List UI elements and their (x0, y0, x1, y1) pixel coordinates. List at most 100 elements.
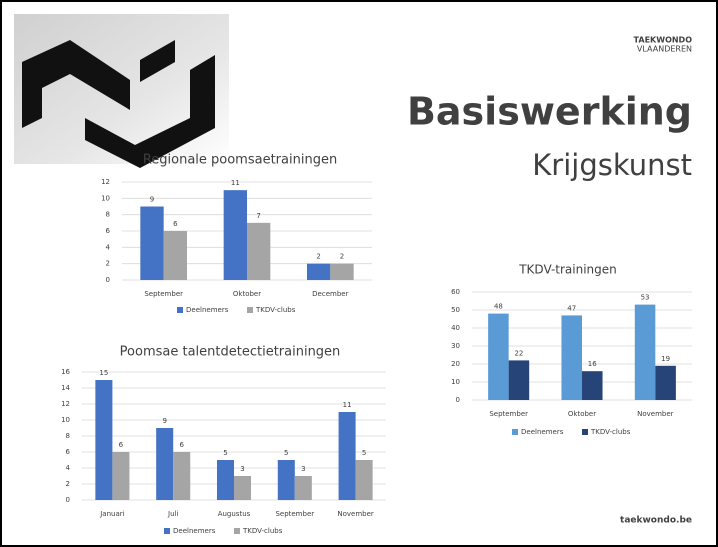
value-label: 5 (223, 449, 227, 457)
bar (95, 380, 112, 500)
legend-swatch (164, 528, 170, 534)
x-tick-label: Juli (167, 510, 178, 518)
y-tick-label: 6 (106, 227, 111, 235)
value-label: 9 (162, 417, 166, 425)
y-tick-label: 10 (61, 416, 70, 424)
x-tick-label: September (489, 410, 528, 418)
value-label: 16 (588, 360, 597, 368)
logo-text: VLAANDEREN (637, 45, 692, 54)
chart-title: Poomsae talentdetectietrainingen (120, 345, 341, 360)
x-tick-label: September (275, 510, 314, 518)
bar (112, 452, 129, 500)
bar (234, 476, 251, 500)
legend-swatch (234, 528, 240, 534)
value-label: 6 (179, 441, 184, 449)
chart-title: TKDV-trainingen (518, 263, 617, 277)
value-label: 5 (362, 449, 366, 457)
value-label: 19 (661, 355, 670, 363)
slide-title: Basiswerking (407, 90, 692, 134)
legend-swatch (512, 429, 518, 435)
bar (509, 360, 530, 400)
y-tick-label: 14 (61, 384, 70, 392)
value-label: 3 (240, 465, 244, 473)
y-tick-label: 8 (106, 211, 110, 219)
bar (561, 315, 582, 400)
y-tick-label: 4 (106, 243, 111, 251)
value-label: 6 (119, 441, 124, 449)
bar (247, 223, 270, 280)
slide-subtitle: Krijgskunst (532, 148, 692, 182)
y-tick-label: 10 (101, 194, 110, 202)
legend-swatch (177, 307, 183, 313)
value-label: 11 (343, 401, 352, 409)
bar (156, 428, 173, 500)
bar (488, 314, 509, 400)
legend-swatch (247, 307, 253, 313)
slide: TAEKWONDO VLAANDEREN Basiswerking Krijgs… (0, 0, 718, 547)
value-label: 15 (99, 369, 108, 377)
x-tick-label: November (637, 410, 674, 418)
y-tick-label: 40 (451, 324, 460, 332)
value-label: 3 (301, 465, 305, 473)
value-label: 9 (150, 196, 154, 204)
y-tick-label: 16 (61, 368, 70, 376)
y-tick-label: 6 (66, 448, 71, 456)
y-tick-label: 10 (451, 378, 460, 386)
value-label: 22 (514, 349, 523, 357)
bar (224, 190, 247, 280)
bar (582, 371, 603, 400)
x-tick-label: Januari (99, 510, 124, 518)
footer: taekwondo.be (620, 516, 692, 526)
value-label: 48 (494, 303, 503, 311)
legend-label: Deelnemers (186, 306, 229, 314)
y-tick-label: 20 (451, 360, 460, 368)
y-tick-label: 8 (66, 432, 70, 440)
legend-label: Deelnemers (173, 527, 216, 535)
y-tick-label: 0 (456, 396, 460, 404)
y-tick-label: 12 (101, 178, 110, 186)
value-label: 2 (340, 253, 344, 261)
x-tick-label: November (337, 510, 374, 518)
bar (278, 460, 295, 500)
bar (330, 264, 353, 280)
value-label: 53 (641, 294, 650, 302)
value-label: 6 (173, 220, 178, 228)
value-label: 5 (284, 449, 288, 457)
y-tick-label: 2 (106, 260, 110, 268)
y-tick-label: 0 (66, 496, 70, 504)
y-tick-label: 0 (106, 276, 110, 284)
legend-swatch (582, 429, 588, 435)
chart-title: Regionale poomsaetrainingen (143, 153, 337, 168)
bar (307, 264, 330, 280)
logo-text: TAEKWONDO (634, 36, 693, 45)
bar (295, 476, 312, 500)
y-tick-label: 12 (61, 400, 70, 408)
x-tick-label: Augustus (218, 510, 251, 518)
logo-graphic (14, 14, 229, 168)
bar (173, 452, 190, 500)
bar (217, 460, 234, 500)
value-label: 47 (567, 304, 576, 312)
bar (339, 412, 356, 500)
y-tick-label: 4 (66, 464, 71, 472)
bar (655, 366, 676, 400)
value-label: 7 (256, 212, 260, 220)
legend-label: Deelnemers (521, 428, 564, 436)
bar (140, 207, 163, 281)
bar (635, 305, 656, 400)
x-tick-label: December (312, 290, 348, 298)
y-tick-label: 60 (451, 288, 460, 296)
y-tick-label: 2 (66, 480, 70, 488)
bar (164, 231, 187, 280)
x-tick-label: Oktober (568, 410, 596, 418)
y-tick-label: 30 (451, 342, 460, 350)
legend-label: TKDV-clubs (590, 428, 631, 436)
legend-label: TKDV-clubs (242, 527, 283, 535)
legend-label: TKDV-clubs (255, 306, 296, 314)
bar (356, 460, 373, 500)
value-label: 11 (231, 179, 240, 187)
x-tick-label: Oktober (233, 290, 261, 298)
x-tick-label: September (144, 290, 183, 298)
y-tick-label: 50 (451, 306, 460, 314)
value-label: 2 (316, 253, 320, 261)
